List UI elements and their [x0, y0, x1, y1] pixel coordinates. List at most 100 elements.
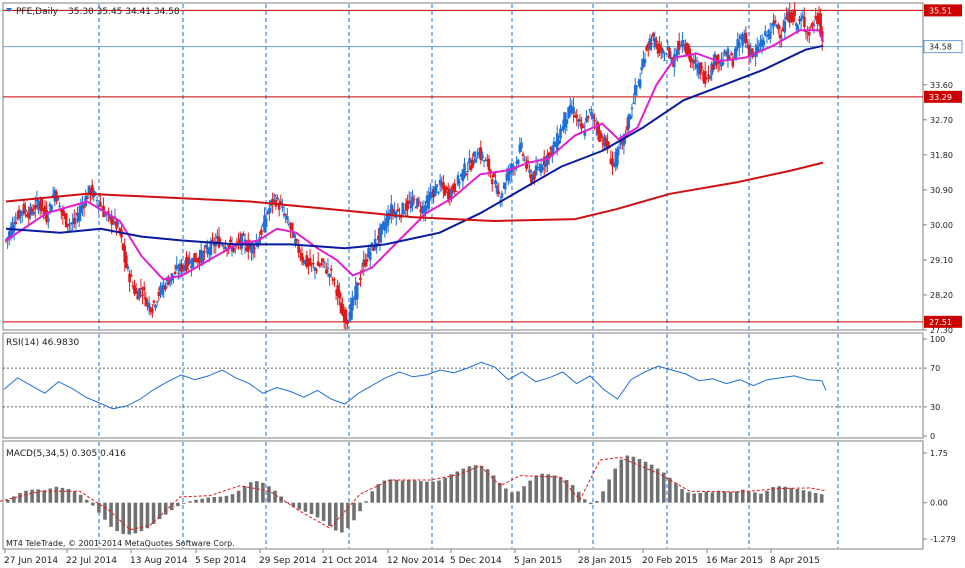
- candle-body: [520, 142, 523, 149]
- candle-body: [186, 256, 190, 266]
- candle-body: [71, 222, 74, 224]
- candle-body: [492, 173, 496, 178]
- candle-body: [536, 166, 540, 169]
- candle-body: [525, 162, 528, 169]
- candle-body: [790, 12, 793, 22]
- candle-body: [739, 35, 743, 40]
- candle-body: [68, 223, 71, 225]
- candle-body: [555, 133, 559, 151]
- candle-body: [542, 156, 546, 166]
- candle-body: [638, 79, 642, 88]
- candle-body: [612, 162, 616, 164]
- macd-pane[interactable]: [0, 455, 827, 535]
- candle-body: [323, 261, 326, 263]
- candle-body: [490, 179, 494, 185]
- candle-body: [107, 211, 110, 213]
- candle-body: [632, 102, 635, 104]
- ma-fast-line[interactable]: [5, 29, 825, 281]
- candle-body: [531, 176, 535, 181]
- macd-histogram-bar: [255, 481, 259, 503]
- candle-body: [516, 159, 520, 165]
- macd-histogram-bar: [449, 474, 453, 503]
- macd-histogram-bar: [176, 502, 180, 507]
- macd-histogram-bar: [36, 489, 40, 503]
- macd-histogram-bar: [273, 490, 277, 503]
- price-tick-label: 31.80: [930, 151, 953, 160]
- macd-histogram-bar: [498, 482, 502, 503]
- candle-body: [368, 251, 372, 260]
- candle-body: [466, 170, 470, 172]
- candle-body: [507, 168, 510, 181]
- candle-body: [154, 305, 157, 308]
- candle-body: [515, 161, 518, 164]
- macd-histogram-bar: [455, 471, 460, 503]
- candle-body: [255, 241, 258, 244]
- candle-body: [285, 215, 289, 220]
- candle-body: [152, 300, 156, 303]
- macd-histogram-bar: [346, 502, 350, 529]
- macd-histogram-bar: [564, 479, 569, 503]
- level-price-tag-label: 33.29: [929, 93, 952, 102]
- candle-body: [791, 15, 795, 23]
- macd-histogram-bar: [309, 502, 314, 515]
- candle-body: [640, 67, 644, 71]
- macd-histogram-bar: [710, 492, 715, 503]
- macd-signal-line[interactable]: [0, 456, 827, 531]
- candle-body: [289, 226, 292, 229]
- candle-body: [193, 253, 196, 262]
- time-tick-label: 29 Sep 2014: [259, 556, 316, 566]
- candle-body: [318, 265, 322, 267]
- candle-body: [167, 282, 170, 285]
- candle-body: [308, 258, 312, 266]
- ma-mid-line[interactable]: [5, 44, 824, 250]
- candle-body: [81, 204, 84, 209]
- rsi-pane[interactable]: [3, 361, 923, 410]
- candle-body: [146, 301, 149, 303]
- candle-body: [429, 191, 432, 199]
- candle-body: [341, 303, 344, 316]
- candle-body: [407, 200, 411, 202]
- candle-body: [446, 191, 450, 200]
- macd-histogram-bar: [151, 502, 156, 524]
- ma-slow-line[interactable]: [5, 161, 824, 223]
- candle-body: [388, 216, 392, 218]
- dropdown-triangle-icon[interactable]: [6, 8, 12, 12]
- candle-body: [334, 291, 338, 293]
- candle-body: [386, 212, 390, 226]
- macd-histogram-bar: [419, 481, 423, 503]
- candle-body: [674, 54, 678, 57]
- candle-body: [679, 45, 683, 47]
- chart-panes: [2, 2, 924, 550]
- candle-body: [567, 107, 570, 119]
- candle-body: [263, 215, 266, 233]
- macd-histogram-bar: [261, 482, 265, 503]
- candle-body: [24, 209, 27, 212]
- candle-body: [123, 245, 126, 263]
- level-price-tag: [924, 315, 962, 328]
- candle-body: [578, 119, 582, 122]
- candle-body: [175, 265, 179, 270]
- candle-body: [204, 244, 208, 248]
- macd-histogram-bar: [528, 480, 532, 503]
- candle-body: [16, 217, 19, 219]
- rsi-line[interactable]: [3, 361, 827, 410]
- candle-body: [469, 165, 473, 171]
- candle-body: [736, 39, 739, 48]
- macd-histogram-bar: [655, 468, 660, 503]
- level-price-tag: [924, 4, 962, 17]
- candle-body: [370, 242, 374, 247]
- candle-body: [367, 248, 370, 258]
- candle-body: [764, 31, 767, 36]
- price-pane[interactable]: [3, 2, 923, 331]
- candle-body: [162, 284, 166, 290]
- candle-body: [180, 264, 183, 272]
- candle-body: [733, 56, 736, 58]
- macd-histogram-bar: [759, 493, 763, 503]
- macd-histogram-bar: [643, 461, 648, 503]
- candle-body: [131, 285, 135, 287]
- macd-histogram-bar: [72, 491, 77, 503]
- candle-body: [138, 288, 141, 299]
- candle-body: [725, 55, 728, 57]
- macd-histogram-bar: [382, 480, 387, 503]
